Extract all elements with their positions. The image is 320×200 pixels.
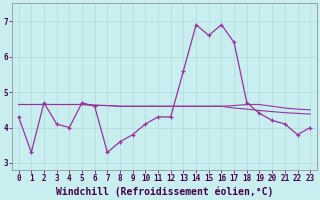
X-axis label: Windchill (Refroidissement éolien,°C): Windchill (Refroidissement éolien,°C)	[56, 186, 273, 197]
